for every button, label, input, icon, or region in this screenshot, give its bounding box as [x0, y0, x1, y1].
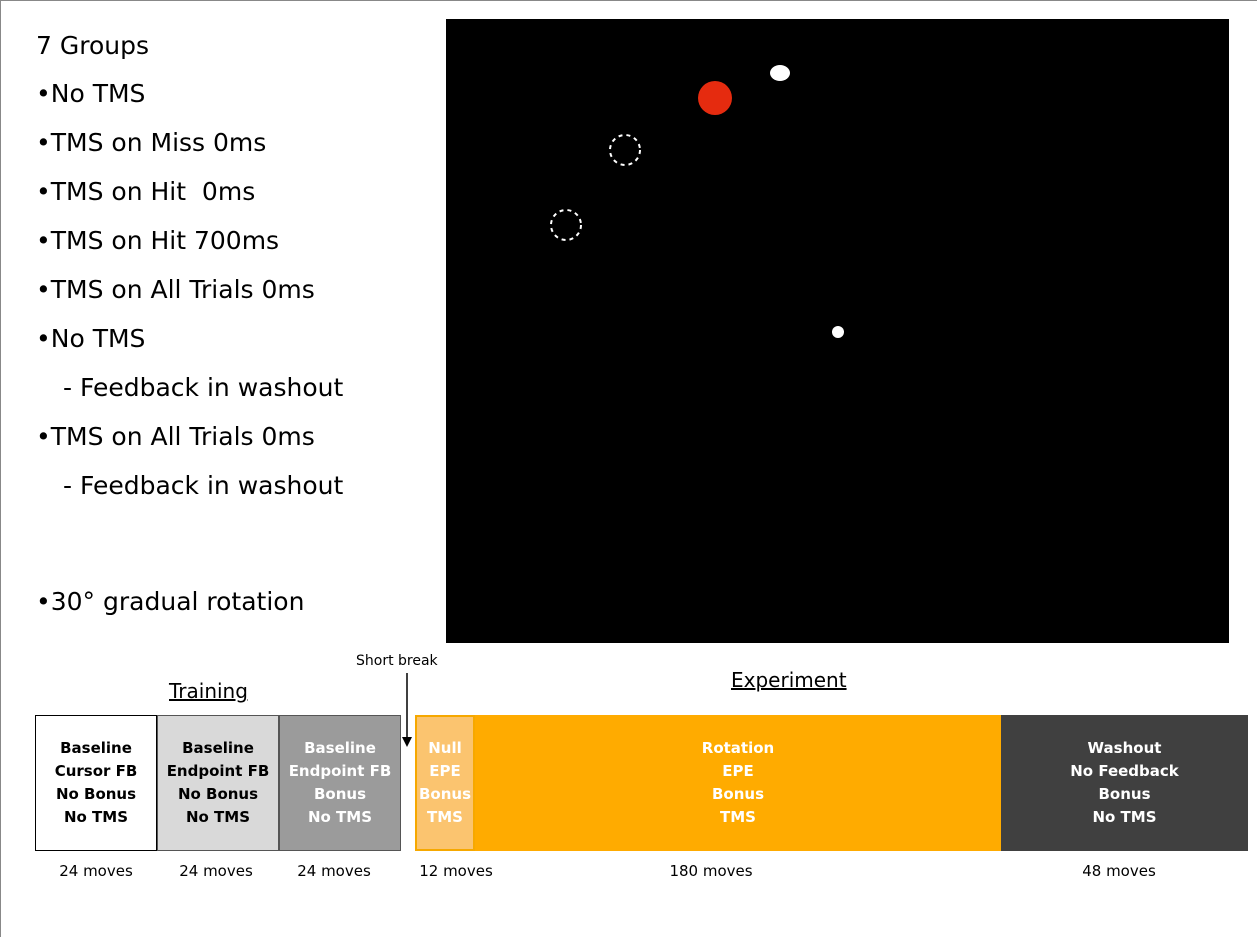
- group-item: TMS on All Trials 0ms: [36, 422, 315, 451]
- phase-box: Null EPE Bonus TMS: [415, 715, 475, 851]
- group-item: No TMS: [36, 79, 146, 108]
- phase-line: Rotation: [701, 739, 775, 757]
- phase-line: Baseline: [182, 739, 254, 757]
- phase-line: EPE: [722, 762, 754, 780]
- phase-line: Bonus: [1098, 785, 1151, 803]
- phase-moves: 48 moves: [1082, 862, 1156, 880]
- phase-box: Baseline Cursor FB No Bonus No TMS: [35, 715, 157, 851]
- phase-moves: 24 moves: [297, 862, 371, 880]
- phase-line: Null: [428, 739, 462, 757]
- group-note: Feedback in washout: [63, 471, 343, 500]
- group-item: TMS on Hit 700ms: [36, 226, 279, 255]
- phase-line: TMS: [720, 808, 756, 826]
- group-item: TMS on All Trials 0ms: [36, 275, 315, 304]
- extra-item: 30° gradual rotation: [36, 587, 305, 616]
- phase-line: Bonus: [418, 785, 472, 803]
- group-item: TMS on Hit 0ms: [36, 177, 255, 206]
- break-label: Short break: [356, 653, 438, 669]
- phase-line: No TMS: [63, 808, 129, 826]
- phase-line: Baseline: [304, 739, 376, 757]
- phase-box: Baseline Endpoint FB No Bonus No TMS: [157, 715, 279, 851]
- phase-box: Baseline Endpoint FB Bonus No TMS: [279, 715, 401, 851]
- phase-line: No Bonus: [55, 785, 137, 803]
- phase-moves: 12 moves: [419, 862, 493, 880]
- break-arrow: [402, 673, 412, 747]
- phase-line: No Feedback: [1070, 762, 1179, 780]
- task-screen: [446, 19, 1229, 643]
- phase-line: No TMS: [185, 808, 251, 826]
- phase-moves: 180 moves: [669, 862, 753, 880]
- phase-line: EPE: [429, 762, 461, 780]
- slide-title: 7 Groups: [36, 31, 149, 60]
- phase-line: No TMS: [307, 808, 373, 826]
- start-point: [832, 326, 844, 338]
- dashed-target: [609, 134, 641, 166]
- cursor: [698, 81, 732, 115]
- experiment-header: Experiment: [731, 668, 847, 692]
- phase-line: Endpoint FB: [166, 762, 270, 780]
- training-header: Training: [169, 679, 248, 703]
- phase-line: TMS: [427, 808, 463, 826]
- phase-line: Washout: [1087, 739, 1162, 757]
- phase-line: No TMS: [1092, 808, 1157, 826]
- phase-line: Bonus: [313, 785, 367, 803]
- phase-moves: 24 moves: [59, 862, 133, 880]
- phase-box: Rotation EPE Bonus TMS: [475, 715, 1001, 851]
- phase-line: Bonus: [711, 785, 765, 803]
- phase-line: Baseline: [60, 739, 132, 757]
- dashed-target: [550, 209, 582, 241]
- phase-moves: 24 moves: [179, 862, 253, 880]
- phase-line: Cursor FB: [54, 762, 138, 780]
- group-note: Feedback in washout: [63, 373, 343, 402]
- phase-box: Washout No Feedback Bonus No TMS: [1001, 715, 1248, 851]
- group-item: No TMS: [36, 324, 146, 353]
- target: [770, 65, 790, 81]
- phase-line: Endpoint FB: [288, 762, 392, 780]
- phase-line: No Bonus: [177, 785, 259, 803]
- group-item: TMS on Miss 0ms: [36, 128, 267, 157]
